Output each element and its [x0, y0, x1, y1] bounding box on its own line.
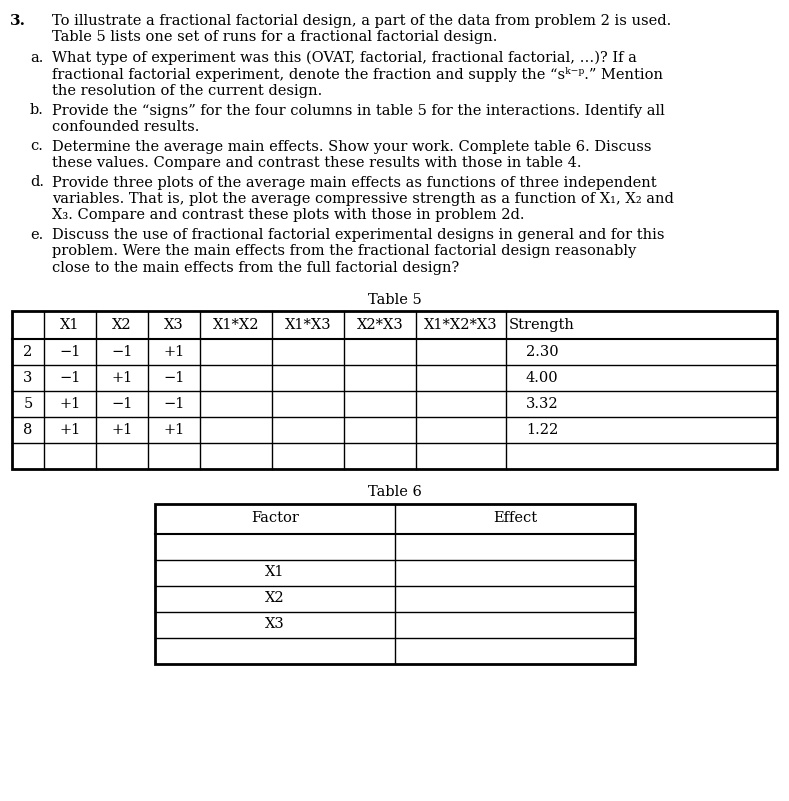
Text: +1: +1	[111, 371, 133, 385]
Text: X3: X3	[265, 618, 285, 631]
Text: X₃. Compare and contrast these plots with those in problem 2d.: X₃. Compare and contrast these plots wit…	[52, 208, 525, 223]
Text: Determine the average main effects. Show your work. Complete table 6. Discuss: Determine the average main effects. Show…	[52, 139, 652, 154]
Bar	[155, 504, 635, 663]
Text: confounded results.: confounded results.	[52, 120, 200, 134]
Text: X1*X2: X1*X2	[213, 318, 260, 332]
Text: 3.: 3.	[10, 14, 26, 28]
Text: 8: 8	[24, 423, 32, 437]
Text: −1: −1	[111, 345, 133, 359]
Text: X3: X3	[164, 318, 184, 332]
Text: +1: +1	[163, 423, 185, 437]
Bar	[12, 311, 777, 469]
Text: 4.00: 4.00	[525, 371, 559, 385]
Text: +1: +1	[111, 423, 133, 437]
Text: a.: a.	[30, 51, 43, 65]
Text: Factor: Factor	[251, 512, 299, 525]
Text: close to the main effects from the full factorial design?: close to the main effects from the full …	[52, 261, 459, 275]
Bar	[155, 504, 635, 663]
Text: +1: +1	[59, 397, 80, 411]
Text: Table 5: Table 5	[368, 292, 421, 307]
Text: +1: +1	[163, 345, 185, 359]
Text: 3.32: 3.32	[525, 397, 559, 411]
Text: Provide the “signs” for the four columns in table 5 for the interactions. Identi: Provide the “signs” for the four columns…	[52, 103, 665, 118]
Text: the resolution of the current design.: the resolution of the current design.	[52, 84, 322, 98]
Text: b.: b.	[30, 103, 44, 118]
Text: X1: X1	[60, 318, 80, 332]
Text: −1: −1	[163, 371, 185, 385]
Text: fractional factorial experiment, denote the fraction and supply the “sᵏ⁻ᵖ.” Ment: fractional factorial experiment, denote …	[52, 67, 663, 83]
Text: −1: −1	[59, 345, 80, 359]
Text: Effect: Effect	[493, 512, 537, 525]
Text: 5: 5	[24, 397, 32, 411]
Text: these values. Compare and contrast these results with those in table 4.: these values. Compare and contrast these…	[52, 156, 581, 170]
Text: To illustrate a fractional factorial design, a part of the data from problem 2 i: To illustrate a fractional factorial des…	[52, 14, 671, 28]
Text: d.: d.	[30, 175, 44, 190]
Text: 3: 3	[24, 371, 32, 385]
Text: c.: c.	[30, 139, 43, 154]
Text: What type of experiment was this (OVAT, factorial, fractional factorial, …)? If : What type of experiment was this (OVAT, …	[52, 51, 637, 66]
Text: X2*X3: X2*X3	[357, 318, 403, 332]
Text: Table 5 lists one set of runs for a fractional factorial design.: Table 5 lists one set of runs for a frac…	[52, 30, 497, 45]
Text: variables. That is, plot the average compressive strength as a function of X₁, X: variables. That is, plot the average com…	[52, 192, 674, 206]
Text: 2.30: 2.30	[525, 345, 559, 359]
Text: X2: X2	[112, 318, 132, 332]
Text: X1: X1	[265, 566, 285, 579]
Text: −1: −1	[59, 371, 80, 385]
Text: e.: e.	[30, 228, 43, 242]
Text: Discuss the use of fractional factorial experimental designs in general and for : Discuss the use of fractional factorial …	[52, 228, 664, 242]
Text: Strength: Strength	[509, 318, 575, 332]
Text: Provide three plots of the average main effects as functions of three independen: Provide three plots of the average main …	[52, 175, 656, 190]
Bar	[12, 311, 777, 469]
Text: 2: 2	[24, 345, 32, 359]
Text: −1: −1	[163, 397, 185, 411]
Text: X1*X2*X3: X1*X2*X3	[424, 318, 498, 332]
Text: X1*X3: X1*X3	[285, 318, 331, 332]
Text: −1: −1	[111, 397, 133, 411]
Text: problem. Were the main effects from the fractional factorial design reasonably: problem. Were the main effects from the …	[52, 244, 636, 259]
Text: +1: +1	[59, 423, 80, 437]
Text: Table 6: Table 6	[368, 485, 421, 499]
Text: 1.22: 1.22	[526, 423, 558, 437]
Text: X2: X2	[265, 591, 285, 606]
